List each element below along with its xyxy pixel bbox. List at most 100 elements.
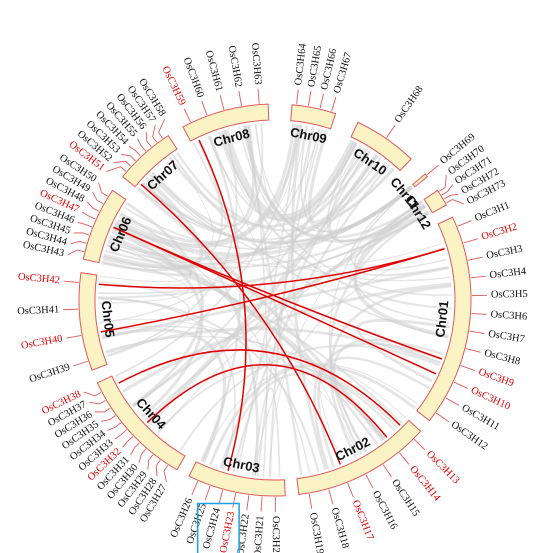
gene-tick-OsC3H27 xyxy=(163,464,169,483)
gene-label-OsC3H17: OsC3H17 xyxy=(350,499,376,542)
gene-tick-OsC3H51 xyxy=(106,166,127,172)
gene-label-OsC3H16: OsC3H16 xyxy=(370,489,399,531)
gene-tick-OsC3H26 xyxy=(191,481,199,496)
synteny-link xyxy=(98,255,189,304)
gene-tick-OsC3H34 xyxy=(107,422,122,431)
gene-tick-OsC3H62 xyxy=(238,91,242,106)
duplication-link-OsC3H40-OsC3H2 xyxy=(100,248,445,333)
chromosome-segment-c3 xyxy=(188,461,286,497)
synteny-link xyxy=(102,150,372,270)
gene-label-OsC3H59: OsC3H59 xyxy=(159,65,187,108)
chromosome-segment-c7 xyxy=(121,134,178,188)
synteny-link xyxy=(251,387,281,477)
gene-tick-OsC3H3 xyxy=(467,256,483,261)
synteny-link xyxy=(255,123,307,213)
synteny-link xyxy=(176,151,395,232)
synteny-link xyxy=(329,284,452,458)
gene-tick-OsC3H8 xyxy=(465,348,481,353)
gene-tick-OsC3H25 xyxy=(204,485,211,501)
gene-tick-OsC3H41 xyxy=(63,308,79,311)
synteny-link xyxy=(106,129,238,357)
gene-label-OsC3H4: OsC3H4 xyxy=(489,266,528,281)
gene-tick-OsC3H50 xyxy=(98,182,108,197)
gene-tick-OsC3H55 xyxy=(136,138,147,152)
gene-tick-OsC3H54 xyxy=(128,145,141,157)
gene-label-OsC3H19: OsC3H19 xyxy=(307,512,325,553)
gene-tick-OsC3H37 xyxy=(89,400,106,405)
gene-tick-OsC3H10 xyxy=(453,381,468,389)
gene-tick-OsC3H36 xyxy=(94,407,111,413)
gene-tick-OsC3H67 xyxy=(331,96,337,112)
gene-tick-OsC3H60 xyxy=(201,100,208,116)
synteny-link xyxy=(98,212,430,299)
gene-label-OsC3H42: OsC3H42 xyxy=(18,272,61,287)
gene-tick-OsC3H49 xyxy=(92,191,104,205)
gene-tick-OsC3H65 xyxy=(307,90,312,106)
gene-tick-OsC3H68 xyxy=(386,125,396,138)
chromosome-label-c5: Chr05 xyxy=(99,300,118,338)
gene-tick-OsC3H59 xyxy=(183,108,191,123)
gene-label-OsC3H9: OsC3H9 xyxy=(477,367,515,390)
gene-label-OsC3H15: OsC3H15 xyxy=(389,477,421,518)
gene-label-OsC3H3: OsC3H3 xyxy=(485,244,523,262)
synteny-link xyxy=(328,186,413,453)
gene-tick-OsC3H28 xyxy=(155,459,161,477)
gene-tick-OsC3H2 xyxy=(463,238,479,244)
gene-tick-OsC3H46 xyxy=(77,221,93,228)
gene-label-OsC3H21: OsC3H21 xyxy=(253,515,267,553)
gene-tick-OsC3H32 xyxy=(122,436,134,448)
gene-tick-OsC3H66 xyxy=(319,93,324,109)
gene-tick-OsC3H14 xyxy=(399,452,410,465)
duplication-link-OsC3H32-OsC3H14 xyxy=(146,364,388,438)
gene-tick-OsC3H63 xyxy=(257,88,260,104)
synteny-link xyxy=(350,185,448,271)
synteny-link xyxy=(168,146,367,228)
gene-label-OsC3H1: OsC3H1 xyxy=(473,200,511,224)
synteny-link xyxy=(115,124,302,248)
gene-tick-OsC3H9 xyxy=(460,365,476,372)
gene-tick-OsC3H11 xyxy=(445,397,460,406)
gene-tick-OsC3H72 xyxy=(443,193,459,200)
chromosome-segment-c4 xyxy=(96,375,186,471)
chromosome-segment-c11 xyxy=(412,173,429,188)
synteny-link xyxy=(313,356,430,470)
gene-tick-OsC3H7 xyxy=(469,330,485,334)
gene-tick-OsC3H12 xyxy=(436,412,449,422)
gene-label-OsC3H2: OsC3H2 xyxy=(480,222,518,243)
highlighted-gene-box xyxy=(196,502,240,553)
gene-tick-OsC3H35 xyxy=(101,415,116,422)
duplication-link-OsC3H38-OsC3H13 xyxy=(118,349,401,426)
gene-tick-layer xyxy=(63,88,487,513)
synteny-link xyxy=(132,211,430,407)
gene-tick-OsC3H29 xyxy=(147,454,154,470)
chromosome-segment-c9 xyxy=(290,104,337,130)
gene-label-OsC3H8: OsC3H8 xyxy=(483,348,521,368)
gene-tick-OsC3H42 xyxy=(63,280,79,283)
chromosome-label-c1: Chr01 xyxy=(432,300,451,338)
gene-label-OsC3H61: OsC3H61 xyxy=(203,49,224,92)
gene-tick-OsC3H31 xyxy=(130,442,140,456)
synteny-link xyxy=(123,185,412,250)
duplication-link-OsC3H42-OsC3H2 xyxy=(98,248,445,289)
synteny-link xyxy=(122,282,452,393)
chromosome-label-c3: Chr03 xyxy=(222,454,261,476)
gene-label-OsC3H60: OsC3H60 xyxy=(181,56,206,99)
gene-label-OsC3H40: OsC3H40 xyxy=(20,333,63,351)
gene-tick-OsC3H52 xyxy=(113,160,131,167)
gene-tick-OsC3H40 xyxy=(66,335,82,339)
gene-tick-OsC3H71 xyxy=(441,184,454,196)
gene-label-OsC3H63: OsC3H63 xyxy=(249,42,263,85)
gene-tick-OsC3H58 xyxy=(158,118,166,139)
gene-tick-OsC3H53 xyxy=(120,153,136,162)
gene-tick-OsC3H43 xyxy=(67,249,85,256)
gene-label-OsC3H6: OsC3H6 xyxy=(490,309,527,322)
synteny-link xyxy=(99,318,367,452)
chromosome-segment-c8 xyxy=(182,103,270,142)
synteny-link xyxy=(242,125,424,239)
gene-tick-OsC3H45 xyxy=(73,232,90,236)
synteny-link xyxy=(304,127,413,233)
gene-tick-OsC3H64 xyxy=(296,89,299,105)
gene-tick-OsC3H47 xyxy=(81,211,96,220)
gene-tick-OsC3H19 xyxy=(308,493,313,509)
gene-tick-OsC3H17 xyxy=(347,482,354,498)
